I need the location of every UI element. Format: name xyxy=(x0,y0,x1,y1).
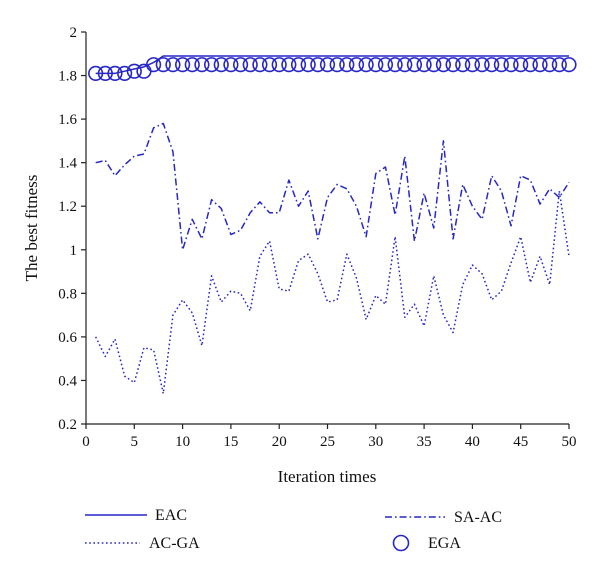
point-ega xyxy=(513,57,529,73)
x-tick-label: 35 xyxy=(417,434,432,450)
point-ega xyxy=(146,57,162,73)
legend-item-ac-ga: AC-GA xyxy=(85,535,200,552)
point-ega xyxy=(368,57,384,73)
point-ega xyxy=(261,57,278,73)
legend-item-ega: EGA xyxy=(392,534,461,552)
y-tick-label: 1 xyxy=(70,243,78,259)
point-ega xyxy=(503,57,519,73)
y-tick-label: 1.2 xyxy=(58,199,77,215)
point-ega xyxy=(455,57,471,73)
point-ega xyxy=(213,57,229,73)
point-ega xyxy=(561,57,577,73)
x-tick-label: 25 xyxy=(320,434,335,450)
legend-item-sa-ac: SA-AC xyxy=(385,509,502,526)
y-tick-label: 1.6 xyxy=(58,112,77,128)
y-tick-label: 0.8 xyxy=(58,286,77,302)
point-ega xyxy=(97,65,113,81)
point-ega xyxy=(319,57,336,73)
x-tick-label: 20 xyxy=(272,434,287,450)
x-tick-label: 30 xyxy=(368,434,383,450)
point-ega xyxy=(426,57,442,73)
point-ega xyxy=(387,57,403,73)
point-ega xyxy=(281,57,297,73)
legend-swatch-ega xyxy=(392,534,410,552)
point-ega xyxy=(339,57,355,73)
point-ega xyxy=(493,57,509,73)
x-axis: 0 5 10 15 20 25 30 35 40 45 50 xyxy=(82,423,577,450)
point-ega xyxy=(165,57,181,73)
point-ega xyxy=(290,57,307,73)
x-tick-label: 0 xyxy=(82,434,90,450)
point-ega xyxy=(175,57,191,73)
legend-label-eac: EAC xyxy=(155,507,187,524)
legend: EAC AC-GA SA-AC EGA xyxy=(85,507,502,552)
point-ega xyxy=(107,65,123,81)
x-tick-label: 45 xyxy=(513,434,528,450)
point-ega xyxy=(406,57,423,73)
point-ega xyxy=(358,57,374,73)
plot-area: 0.2 0.4 0.6 0.8 1 1.2 1.4 1.6 1.8 2 0 5 10 15 20 25 30 3… xyxy=(58,25,577,450)
y-tick-label: 1.8 xyxy=(58,69,77,85)
x-axis-title: Iteration times xyxy=(278,467,377,486)
point-ega xyxy=(194,57,210,73)
point-ega xyxy=(203,57,220,73)
point-ega xyxy=(348,57,365,73)
point-ega xyxy=(271,57,287,73)
point-ega xyxy=(117,65,133,81)
legend-label-sa-ac: SA-AC xyxy=(454,509,502,526)
series-line-sa-ac xyxy=(95,122,570,251)
x-tick-label: 5 xyxy=(131,434,139,450)
y-tick-label: 2 xyxy=(70,25,78,41)
y-axis-title: The best fitness xyxy=(22,175,41,282)
y-axis: 0.2 0.4 0.6 0.8 1 1.2 1.4 1.6 1.8 2 xyxy=(58,25,87,433)
x-tick-label: 15 xyxy=(223,434,238,450)
point-ega xyxy=(223,57,239,73)
point-ega xyxy=(88,65,104,81)
series-ega xyxy=(88,57,577,81)
series-layer xyxy=(88,55,577,395)
legend-label-ac-ga: AC-GA xyxy=(149,535,200,552)
point-ega xyxy=(126,63,142,79)
point-ega xyxy=(242,57,258,73)
point-ega xyxy=(329,57,345,73)
point-ega xyxy=(474,57,490,73)
y-tick-label: 0.2 xyxy=(58,417,77,433)
point-ega xyxy=(397,57,413,73)
point-ega xyxy=(484,57,500,73)
point-ega xyxy=(551,57,567,73)
point-ega xyxy=(464,57,481,73)
point-ega xyxy=(184,57,200,73)
point-ega xyxy=(522,57,538,73)
point-ega xyxy=(435,57,452,73)
y-tick-label: 1.4 xyxy=(58,156,77,172)
series-line-eac xyxy=(95,55,569,75)
point-ega xyxy=(532,57,548,73)
x-tick-label: 10 xyxy=(175,434,190,450)
point-ega xyxy=(310,57,326,73)
point-ega xyxy=(542,57,558,73)
series-line-ac-ga xyxy=(94,190,570,395)
point-ega xyxy=(252,57,268,73)
point-ega xyxy=(445,57,461,73)
legend-item-eac: EAC xyxy=(85,507,187,524)
point-ega xyxy=(232,57,249,73)
x-tick-label: 50 xyxy=(562,434,577,450)
x-tick-label: 40 xyxy=(465,434,480,450)
y-tick-label: 0.4 xyxy=(58,373,77,389)
point-ega xyxy=(377,57,394,73)
point-ega xyxy=(300,57,316,73)
point-ega xyxy=(155,57,171,73)
point-ega xyxy=(416,57,432,73)
y-tick-label: 0.6 xyxy=(58,330,77,346)
legend-label-ega: EGA xyxy=(428,535,461,552)
